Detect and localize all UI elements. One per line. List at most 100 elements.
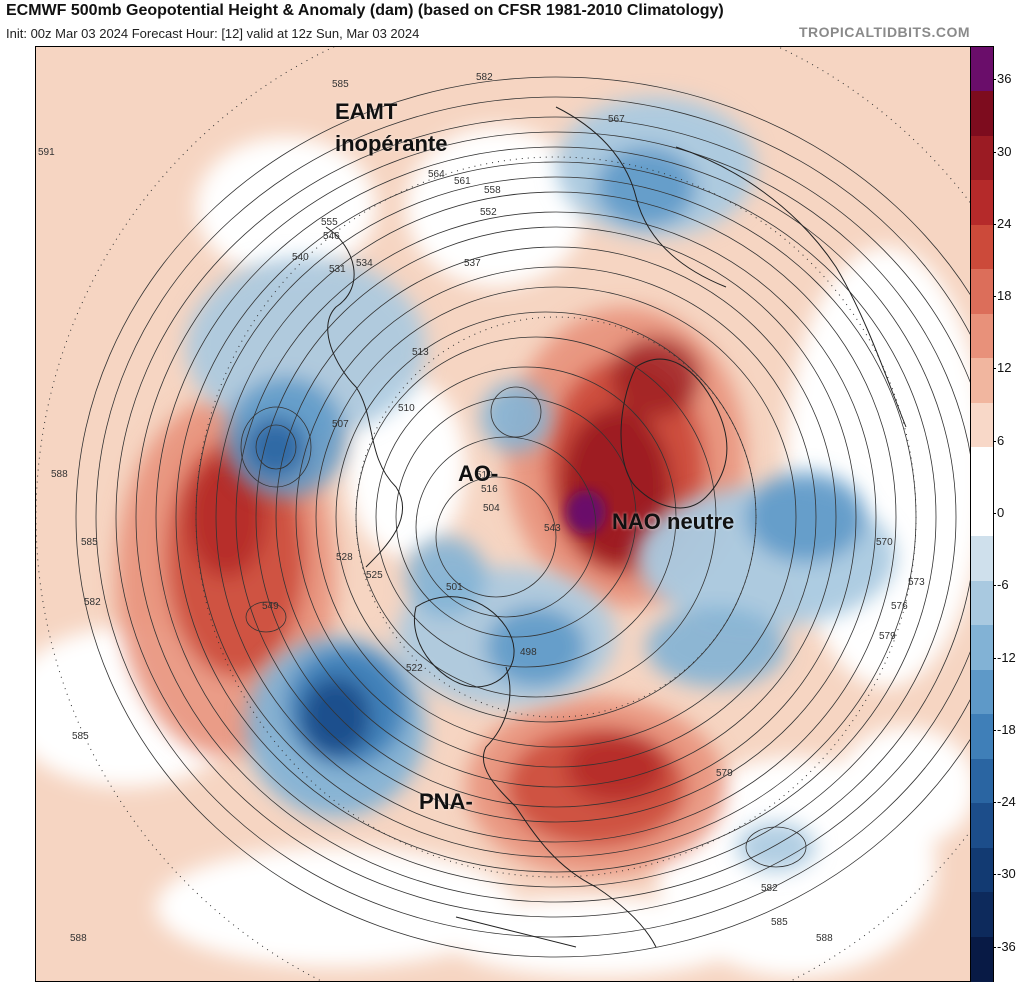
contour-label: 504 [483, 503, 500, 514]
brand-watermark[interactable]: TROPICALTIDBITS.COM [798, 24, 970, 40]
colorbar-tick-label: -12 [997, 649, 1016, 665]
contour-label: 570 [876, 537, 893, 548]
colorbar-segment [971, 180, 993, 226]
neutral-anomaly-areas [36, 127, 971, 977]
contour-label: 555 [321, 217, 338, 228]
contour-label: 561 [454, 176, 471, 187]
contour-label: 510 [398, 403, 415, 414]
colorbar-tick-mark [994, 657, 996, 659]
contour-label: 540 [292, 252, 309, 263]
colorbar-tick-label: 0 [997, 505, 1005, 520]
contour-label: 513 [412, 347, 429, 358]
contour-label: 531 [329, 264, 346, 275]
contour-label: 501 [446, 582, 463, 593]
colorbar-tick-label: 30 [997, 143, 1012, 159]
contour-label: 507 [332, 419, 349, 430]
colorbar-segment [971, 491, 993, 538]
contour-label: 546 [323, 231, 340, 242]
colorbar-segment [971, 758, 993, 805]
colorbar-tick-label: -30 [997, 866, 1016, 882]
annotation-ao: AO- [458, 461, 499, 486]
contour-label: 516 [481, 484, 498, 495]
contour-label: 579 [879, 631, 896, 642]
contour-label: 582 [761, 883, 778, 894]
colorbar-tick-mark [994, 946, 996, 948]
contour-label: 543 [544, 523, 561, 534]
colorbar-tick-label: -24 [997, 794, 1016, 810]
colorbar-segment [971, 536, 993, 582]
contour-label: 534 [356, 258, 373, 269]
colorbar-segment [971, 803, 993, 849]
contour-label: 585 [332, 79, 349, 90]
colorbar-tick-mark [994, 79, 996, 81]
colorbar-segment [971, 313, 993, 360]
colorbar-tick-label: -6 [997, 577, 1009, 593]
colorbar-tick-mark [994, 368, 996, 370]
contour-label: 585 [72, 731, 89, 742]
colorbar-tick-label: 6 [997, 432, 1005, 448]
colorbar-segment [971, 358, 993, 404]
annotation-eamt-status: inopérante [335, 131, 448, 156]
colorbar-tick-mark [994, 585, 996, 587]
colorbar-tick-label: -18 [997, 721, 1016, 737]
contour-label: 582 [476, 72, 493, 83]
map-panel: 585 582 591 588 585 582 585 588 588 585 … [35, 46, 972, 982]
contour-label: 591 [38, 147, 55, 158]
colorbar-segment [971, 224, 993, 271]
colorbar-segment [971, 847, 993, 894]
contour-label: 579 [716, 768, 733, 779]
colorbar-tick-label: 24 [997, 215, 1012, 231]
colorbar-segment [971, 669, 993, 716]
contour-label: 588 [816, 933, 833, 944]
colorbar-segment [971, 91, 993, 137]
annotation-pna: PNA- [419, 789, 473, 814]
colorbar-tick-mark [994, 729, 996, 731]
colorbar-segment [971, 447, 993, 493]
contour-label: 552 [480, 207, 497, 218]
colorbar-tick-mark [994, 151, 996, 153]
colorbar-tick-mark [994, 223, 996, 225]
contour-label: 576 [891, 601, 908, 612]
contour-label: 525 [366, 570, 383, 581]
colorbar-tick-label: -36 [997, 938, 1016, 954]
contour-label: 582 [84, 597, 101, 608]
colorbar-segment [971, 892, 993, 938]
colorbar-segment [971, 135, 993, 182]
colorbar-segment [971, 269, 993, 315]
colorbar-tick-mark [994, 802, 996, 804]
height-contours [75, 76, 971, 958]
colorbar-segment [971, 580, 993, 627]
contour-label: 567 [608, 114, 625, 125]
contour-label: 558 [484, 185, 501, 196]
colorbar-tick-mark [994, 513, 996, 514]
contour-label: 519 [476, 470, 493, 481]
colorbar [970, 46, 994, 982]
contour-label-group: 585 582 591 588 585 582 585 588 588 585 … [38, 72, 925, 944]
contour-label: 588 [70, 933, 87, 944]
contour-label: 537 [464, 258, 481, 269]
map-graphic: 585 582 591 588 585 582 585 588 588 585 … [36, 47, 971, 981]
colorbar-tick-label: 36 [997, 71, 1012, 87]
colorbar-tick-mark [994, 296, 996, 298]
colorbar-segment [971, 625, 993, 671]
colorbar-tick-mark [994, 440, 996, 442]
contour-label: 585 [771, 917, 788, 928]
contour-label: 564 [428, 169, 445, 180]
annotation-eamt: EAMT [335, 99, 398, 124]
max-positive-anomaly [566, 490, 606, 534]
contour-label: 522 [406, 663, 423, 674]
annotation-nao: NAO neutre [612, 509, 735, 534]
coastlines [325, 106, 907, 948]
negative-anomaly-areas [186, 97, 896, 872]
contour-label: 588 [51, 469, 68, 480]
colorbar-tick-label: 12 [997, 360, 1012, 376]
colorbar-tick-label: 18 [997, 288, 1012, 304]
contour-label: 585 [81, 537, 98, 548]
contour-label: 528 [336, 552, 353, 563]
chart-title: ECMWF 500mb Geopotential Height & Anomal… [6, 2, 724, 19]
colorbar-segment [971, 47, 993, 93]
contour-label: 498 [520, 647, 537, 658]
colorbar-segment [971, 402, 993, 449]
colorbar-segment [971, 714, 993, 760]
colorbar-segment [971, 936, 993, 982]
